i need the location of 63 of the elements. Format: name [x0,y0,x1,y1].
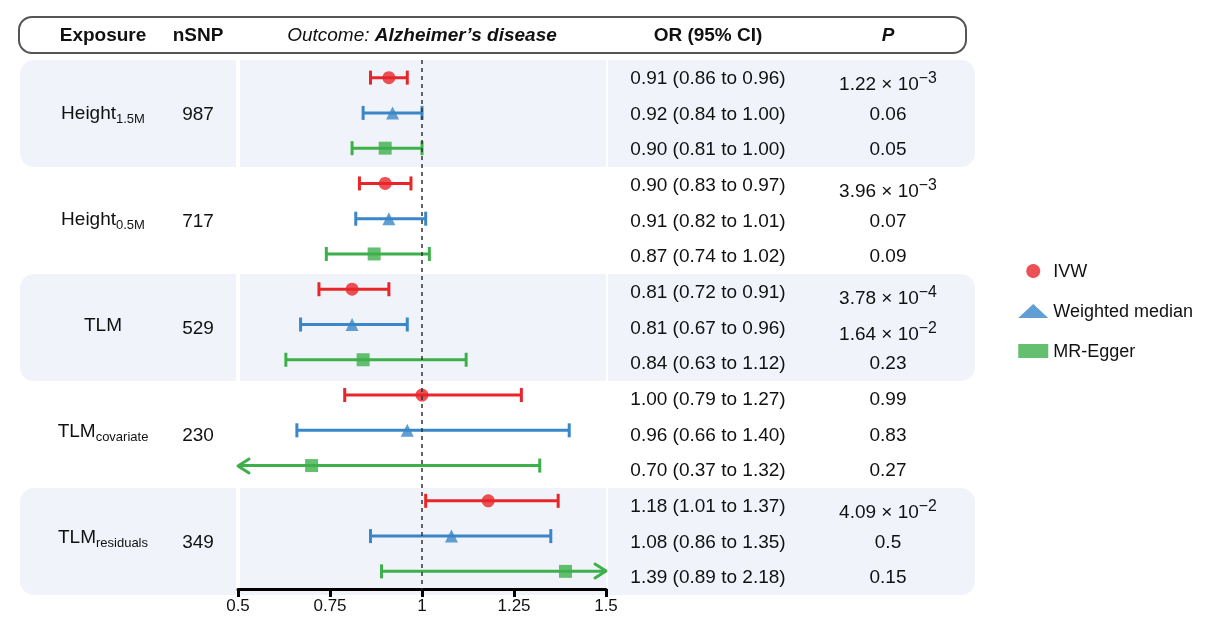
x-tick-label: 1.5 [594,596,618,615]
text: 1.08 (0.86 to 1.35) [629,529,787,554]
text: 0.81 (0.67 to 0.96) [630,316,786,338]
x-tick-label: 1 [417,596,427,615]
text: 0.90 (0.81 to 1.00) [629,137,787,162]
text: 0.87 (0.74 to 1.02) [629,244,787,269]
text: OR (95% CI) [652,23,764,47]
text: 3.78 × 10$^{−4}$ [839,282,937,309]
text: 1.00 (0.79 to 1.27) [629,386,787,411]
text: Exposure [59,24,147,45]
text: 0.27 [869,459,907,481]
text: 529 [182,316,214,338]
text: 349 [182,530,214,552]
text: P [881,24,895,45]
point [367,247,381,261]
text: 230 [182,423,214,445]
text: 0.09 [869,245,907,267]
text: 0.07 [869,209,907,231]
text: 1.22 × 10$^{−3}$ [839,68,937,95]
x-tick-label: 0.5 [226,596,250,615]
text: 987 [182,102,214,124]
text: 0.96 (0.66 to 1.40) [629,422,787,447]
chart-title: Outcome: Alzheimer’s disease [287,24,557,45]
text: 0.99 [869,387,907,409]
point [305,459,319,473]
point [444,529,458,543]
legend-label: Weighted median [1053,301,1194,321]
point [378,176,392,190]
point [481,494,495,508]
x-tick-label: 0.75 [313,596,347,615]
point [378,141,392,155]
text: nSNP [172,24,224,45]
y-tick-label: TLM [84,314,122,335]
text: 0.23 [869,352,907,374]
text: 1.18 (1.01 to 1.37) [630,494,786,516]
text: 0.06 [869,102,907,124]
text: 0.5 [874,530,902,552]
text: 0.92 (0.84 to 1.00) [629,101,787,126]
point [345,318,359,331]
text: 0.90 (0.83 to 0.97) [630,173,786,195]
x-tick-label: 1.25 [497,596,531,615]
text: 3.96 × 10$^{−3}$ [839,175,937,202]
point [382,212,396,226]
point [559,564,573,578]
text: 4.09 × 10$^{−2}$ [839,496,937,523]
point [356,353,370,367]
text: 0.83 [869,423,907,445]
text: 0.05 [869,138,907,160]
legend-label: IVW [1053,261,1088,281]
text: 0.15 [869,566,907,588]
point [345,282,359,296]
legend-label: MR-Egger [1053,341,1136,361]
point [386,106,400,120]
text: 0.91 (0.86 to 0.96) [630,66,786,88]
text: 1.64 × 10$^{−2}$ [839,318,937,344]
text: 0.84 (0.63 to 1.12) [629,351,787,376]
text: 1.39 (0.89 to 2.18) [629,565,787,590]
text: 717 [182,209,214,231]
text: 0.70 (0.37 to 1.32) [629,458,787,483]
point [400,423,414,437]
text: 0.91 (0.82 to 1.01) [629,208,787,233]
text: 0.81 (0.72 to 0.91) [630,280,786,302]
point [382,71,396,85]
